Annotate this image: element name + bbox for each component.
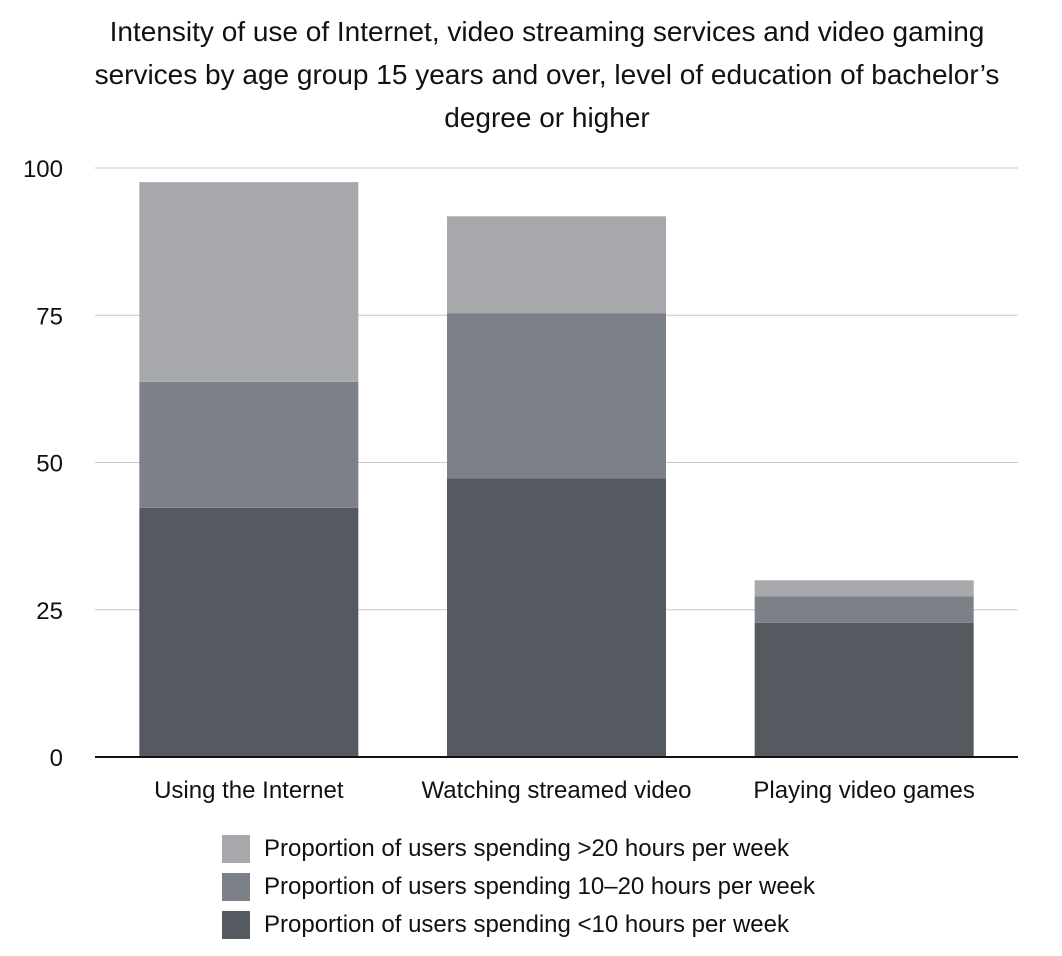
x-tick-label: Playing video games xyxy=(753,777,974,804)
legend-swatch xyxy=(222,873,250,901)
legend-item: Proportion of users spending <10 hours p… xyxy=(222,906,815,944)
bar-segment xyxy=(139,381,359,508)
y-tick-label: 0 xyxy=(50,745,63,772)
legend-item: Proportion of users spending 10–20 hours… xyxy=(222,868,815,906)
x-tick-label: Using the Internet xyxy=(154,777,344,804)
legend-swatch xyxy=(222,835,250,863)
y-tick-label: 100 xyxy=(23,156,63,183)
legend: Proportion of users spending >20 hours p… xyxy=(222,830,815,944)
legend-label: Proportion of users spending >20 hours p… xyxy=(264,835,789,862)
y-tick-label: 75 xyxy=(36,303,63,330)
bar-segment xyxy=(754,580,974,597)
x-tick-label: Watching streamed video xyxy=(422,777,692,804)
bar-segment xyxy=(447,478,666,757)
bar-segment xyxy=(754,622,974,757)
bar-segment xyxy=(447,216,666,314)
legend-label: Proportion of users spending <10 hours p… xyxy=(264,911,789,938)
bar-segment xyxy=(447,313,666,479)
y-tick-label: 25 xyxy=(36,598,63,625)
y-tick-label: 50 xyxy=(36,451,63,478)
bar-segment xyxy=(139,507,359,757)
bar-segment xyxy=(754,596,974,623)
chart-plot: 0 25 50 75 100 Using the Internet Watching st… xyxy=(23,156,1018,804)
chart-title: Intensity of use of Internet, video stre… xyxy=(94,16,1000,133)
legend-swatch xyxy=(222,911,250,939)
legend-label: Proportion of users spending 10–20 hours… xyxy=(264,873,816,900)
bar-segment xyxy=(139,182,359,382)
legend-item: Proportion of users spending >20 hours p… xyxy=(222,830,815,868)
